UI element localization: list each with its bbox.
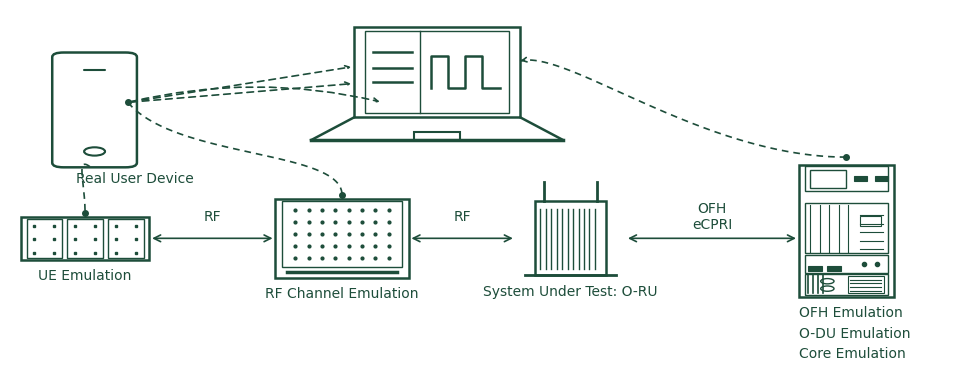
Bar — [799, 165, 894, 297]
Bar — [282, 201, 402, 267]
Text: OFH Emulation
O-DU Emulation
Core Emulation: OFH Emulation O-DU Emulation Core Emulat… — [799, 306, 910, 362]
Text: RF: RF — [453, 210, 471, 224]
Bar — [276, 199, 409, 278]
Bar — [804, 203, 888, 253]
Bar — [860, 216, 880, 225]
Text: RF Channel Emulation: RF Channel Emulation — [265, 288, 419, 301]
Bar — [415, 132, 460, 140]
Bar — [535, 201, 606, 275]
Bar — [849, 276, 884, 293]
Bar — [828, 266, 841, 271]
Text: eCPRI: eCPRI — [692, 218, 732, 232]
Bar — [108, 219, 144, 258]
Bar — [354, 27, 520, 117]
Bar — [804, 166, 888, 191]
Bar — [875, 176, 888, 181]
Bar — [21, 217, 150, 260]
Bar — [808, 266, 822, 271]
Bar — [27, 219, 61, 258]
Bar — [366, 31, 509, 113]
Text: UE Emulation: UE Emulation — [38, 269, 132, 283]
Text: RF: RF — [204, 210, 221, 224]
Bar — [854, 176, 867, 181]
Bar — [67, 219, 103, 258]
Text: Real User Device: Real User Device — [76, 172, 193, 186]
Bar — [810, 170, 847, 188]
Text: OFH: OFH — [697, 202, 727, 217]
Bar — [804, 274, 888, 295]
Text: System Under Test: O-RU: System Under Test: O-RU — [483, 284, 658, 299]
Bar — [804, 254, 888, 273]
